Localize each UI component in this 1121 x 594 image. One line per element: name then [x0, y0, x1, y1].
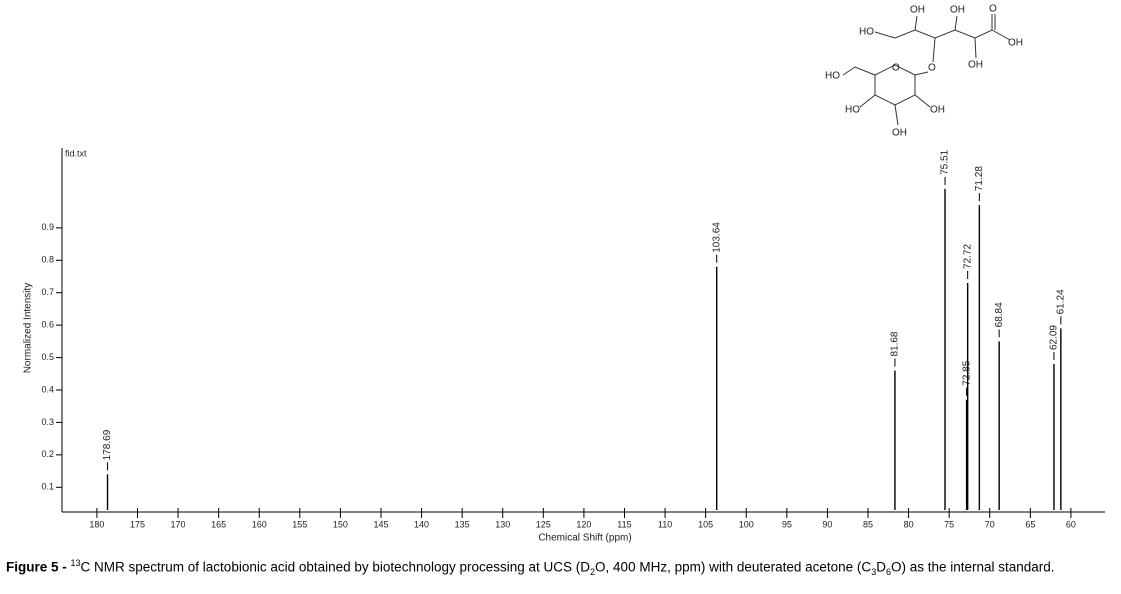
caption-text: D	[876, 559, 886, 575]
bond	[914, 94, 931, 108]
y-tick-label: 0.1	[41, 482, 54, 492]
atom-label: O	[892, 63, 900, 74]
x-tick-label: 130	[495, 519, 510, 529]
caption-text: 2	[590, 567, 596, 578]
atom-label: OH	[930, 105, 945, 116]
x-tick-label: 145	[373, 519, 388, 529]
peak-label: 75.51	[940, 149, 951, 174]
x-tick-label: 75	[944, 519, 954, 529]
y-axis-label: Normalized Intensity	[23, 283, 34, 374]
x-tick-label: 100	[739, 519, 754, 529]
atom-label: HO	[825, 71, 840, 82]
x-tick-label: 90	[822, 519, 832, 529]
peak-label: 62.09	[1049, 325, 1060, 350]
x-tick-label: 135	[455, 519, 470, 529]
caption-text: O, 400 MHz, ppm) with deuterated acetone…	[595, 559, 872, 575]
x-tick-label: 175	[130, 519, 145, 529]
atom-label: OH	[1008, 38, 1023, 49]
x-tick-label: 60	[1066, 519, 1076, 529]
peak-label: 68.84	[994, 302, 1005, 327]
caption-text: C NMR spectrum of lactobionic acid obtai…	[80, 559, 591, 575]
bond	[842, 66, 876, 76]
chart-title: fid.txt	[65, 148, 87, 158]
peak-label: 81.68	[890, 331, 901, 356]
x-tick-label: 110	[658, 519, 672, 529]
peak-label: 103.64	[711, 222, 722, 253]
y-tick-label: 0.5	[41, 352, 54, 362]
ring	[874, 64, 929, 106]
x-tick-label: 140	[414, 519, 429, 529]
x-tick-label: 125	[536, 519, 551, 529]
caption-text: O) as the internal standard.	[890, 559, 1055, 575]
y-tick-label: 0.9	[41, 222, 54, 232]
atom-label: OH	[950, 5, 965, 16]
atom-label: O	[989, 4, 997, 15]
caption-text: 3	[871, 567, 877, 578]
x-tick-label: 170	[171, 519, 186, 529]
x-tick-label: 120	[576, 519, 591, 529]
y-tick-label: 0.3	[41, 417, 54, 427]
atom-label: O	[928, 63, 936, 74]
atom-label: HO	[859, 27, 874, 38]
x-tick-label: 65	[1025, 519, 1035, 529]
atom-label: OH	[968, 60, 983, 71]
y-tick-label: 0.2	[41, 449, 54, 459]
caption: Figure 5 - 13C NMR spectrum of lactobion…	[6, 555, 1118, 580]
x-tick-label: 85	[863, 519, 873, 529]
x-tick-label: 160	[252, 519, 267, 529]
molecule	[842, 14, 1011, 126]
bond	[932, 37, 936, 63]
chart: HO OH OH O OH OH O O HO HO OH OH fid.txt…	[23, 4, 1105, 544]
peak-label: 71.28	[974, 166, 985, 191]
y-tick-label: 0.4	[41, 384, 54, 394]
x-tick-label: 115	[617, 519, 631, 529]
x-tick-label: 165	[211, 519, 226, 529]
peak-label: 72.85	[961, 360, 972, 385]
bond	[894, 104, 899, 126]
bond	[974, 37, 977, 59]
x-tick-label: 70	[985, 519, 995, 529]
x-tick-label: 155	[292, 519, 307, 529]
peak-label: 72.72	[962, 244, 973, 269]
x-tick-label: 80	[904, 519, 914, 529]
molecule-labels: HO OH OH O OH OH O O HO HO OH OH	[825, 4, 1023, 139]
peak-label: 61.24	[1055, 289, 1066, 314]
atom-label: OH	[910, 5, 925, 16]
x-tick-label: 105	[698, 519, 713, 529]
x-axis-label: Chemical Shift (ppm)	[538, 533, 631, 544]
y-tick-label: 0.6	[41, 320, 54, 330]
x-tick-label: 180	[89, 519, 104, 529]
x-tick-label: 150	[333, 519, 348, 529]
x-tick-label: 95	[782, 519, 792, 529]
atom-label: OH	[892, 128, 907, 139]
y-tick-label: 0.7	[41, 287, 54, 297]
caption-text: 13	[70, 558, 81, 568]
peak-label: 178.69	[102, 429, 113, 460]
bond	[954, 15, 958, 31]
y-tick-label: 0.8	[41, 255, 54, 265]
chain	[874, 29, 1011, 41]
bond	[859, 94, 876, 108]
bond	[914, 15, 918, 31]
atom-label: HO	[845, 105, 860, 116]
caption-text: 6	[885, 567, 891, 578]
caption-label: Figure 5 -	[6, 559, 71, 575]
